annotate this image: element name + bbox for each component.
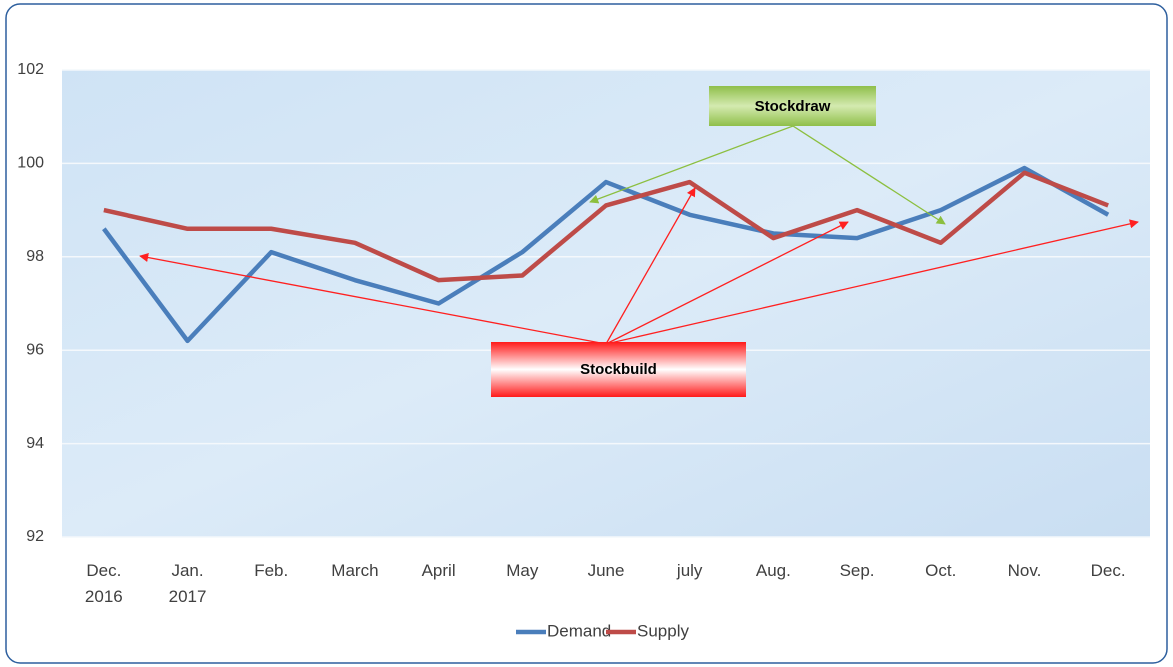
y-tick-label: 98 xyxy=(26,248,44,265)
y-tick-label: 96 xyxy=(26,341,44,358)
x-tick-label: March xyxy=(331,561,379,580)
x-tick-label: Sep. xyxy=(839,561,875,580)
x-tick-label: Jan. 2017 xyxy=(168,561,207,606)
y-tick-label: 92 xyxy=(26,528,44,545)
stockbuild-label: Stockbuild xyxy=(491,342,746,397)
x-tick-label: June xyxy=(587,561,625,580)
x-tick-label: Aug. xyxy=(755,561,791,580)
x-tick-label: May xyxy=(506,561,539,580)
y-tick-label: 94 xyxy=(26,435,44,452)
plot-area xyxy=(62,70,1150,537)
series-line xyxy=(102,165,1110,344)
x-tick-label: Dec. 2016 xyxy=(84,561,123,606)
annotation-arrows xyxy=(139,125,1139,345)
y-tick-label: 100 xyxy=(17,155,44,172)
x-tick-label: Dec. xyxy=(1090,561,1126,580)
legend-label: Demand xyxy=(547,621,611,640)
x-tick-label: Oct. xyxy=(925,561,957,580)
stockdraw-label: Stockdraw xyxy=(709,86,876,126)
y-tick-label: 102 xyxy=(17,61,44,78)
x-tick-label: july xyxy=(676,561,703,580)
legend-label: Supply xyxy=(637,621,689,640)
x-tick-label: April xyxy=(421,561,456,580)
x-tick-label: Nov. xyxy=(1007,561,1042,580)
x-tick-label: Feb. xyxy=(254,561,289,580)
series-line xyxy=(103,170,1109,283)
